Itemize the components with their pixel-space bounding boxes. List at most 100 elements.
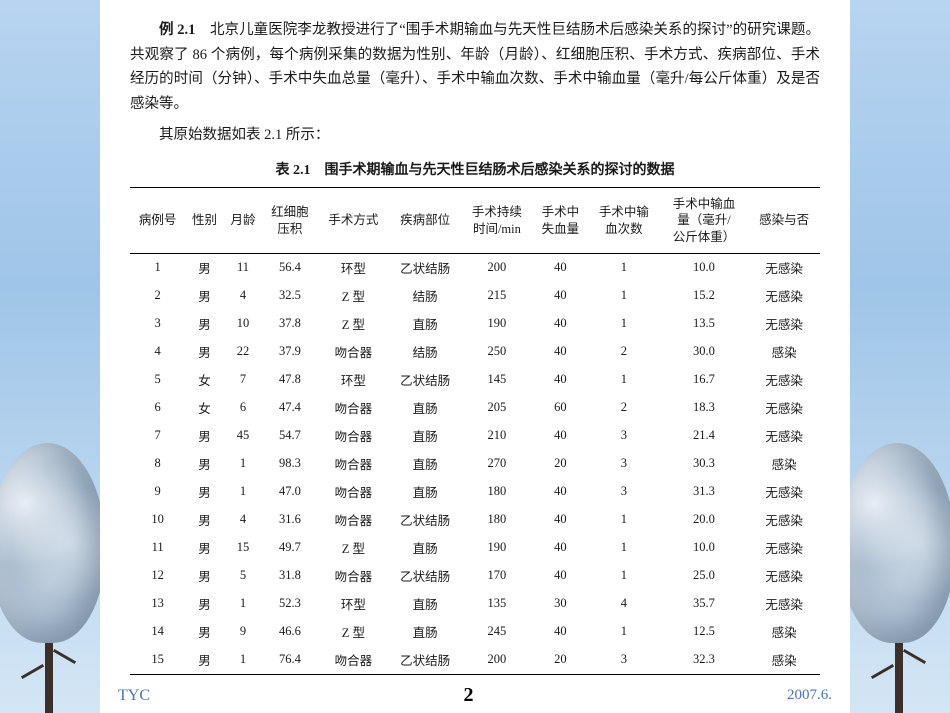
table-cell: 男: [185, 506, 224, 534]
table-cell: 30: [533, 590, 588, 618]
table-cell: 9: [224, 618, 263, 646]
table-cell: 直肠: [389, 590, 461, 618]
table-cell: Z 型: [317, 310, 389, 338]
table-cell: 56.4: [262, 253, 317, 282]
table-cell: 乙状结肠: [389, 506, 461, 534]
table-cell: 31.8: [262, 562, 317, 590]
table-cell: 210: [461, 422, 533, 450]
column-header: 月龄: [224, 188, 263, 254]
table-cell: 环型: [317, 366, 389, 394]
column-header: 手术中失血量: [533, 188, 588, 254]
table-cell: 2: [588, 338, 660, 366]
table-cell: 男: [185, 450, 224, 478]
table-cell: 3: [588, 450, 660, 478]
table-cell: 190: [461, 534, 533, 562]
table-cell: 男: [185, 310, 224, 338]
table-cell: 环型: [317, 253, 389, 282]
table-cell: 6: [130, 394, 185, 422]
table-cell: 49.7: [262, 534, 317, 562]
data-table: 病例号性别月龄红细胞压积手术方式疾病部位手术持续时间/min手术中失血量手术中输…: [130, 187, 820, 675]
table-cell: 13.5: [660, 310, 748, 338]
table-cell: 16.7: [660, 366, 748, 394]
table-cell: 25.0: [660, 562, 748, 590]
table-cell: 98.3: [262, 450, 317, 478]
table-cell: 吻合器: [317, 338, 389, 366]
table-cell: 无感染: [748, 506, 820, 534]
table-row: 13男152.3环型直肠13530435.7无感染: [130, 590, 820, 618]
table-cell: 10: [224, 310, 263, 338]
table-cell: 结肠: [389, 282, 461, 310]
table-cell: 145: [461, 366, 533, 394]
table-cell: 215: [461, 282, 533, 310]
table-cell: 无感染: [748, 534, 820, 562]
table-cell: 40: [533, 618, 588, 646]
column-header: 手术中输血量（毫升/公斤体重）: [660, 188, 748, 254]
table-cell: 7: [224, 366, 263, 394]
table-cell: 22: [224, 338, 263, 366]
table-cell: 250: [461, 338, 533, 366]
table-cell: 6: [224, 394, 263, 422]
table-cell: 45: [224, 422, 263, 450]
paragraph-example: 例 2.1 北京儿童医院李龙教授进行了“围手术期输血与先天性巨结肠术后感染关系的…: [130, 18, 820, 117]
table-cell: 乙状结肠: [389, 253, 461, 282]
table-cell: 直肠: [389, 478, 461, 506]
table-cell: 5: [224, 562, 263, 590]
table-cell: 无感染: [748, 394, 820, 422]
table-cell: 3: [588, 646, 660, 675]
table-cell: 1: [588, 534, 660, 562]
table-cell: 无感染: [748, 366, 820, 394]
table-row: 5女747.8环型乙状结肠14540116.7无感染: [130, 366, 820, 394]
table-cell: 吻合器: [317, 394, 389, 422]
table-cell: 12.5: [660, 618, 748, 646]
table-cell: Z 型: [317, 282, 389, 310]
table-cell: 11: [224, 253, 263, 282]
table-cell: 男: [185, 478, 224, 506]
table-cell: 2: [588, 394, 660, 422]
table-cell: 245: [461, 618, 533, 646]
table-row: 3男1037.8Z 型直肠19040113.5无感染: [130, 310, 820, 338]
table-cell: 30.3: [660, 450, 748, 478]
table-cell: 感染: [748, 338, 820, 366]
table-cell: 170: [461, 562, 533, 590]
table-cell: 14: [130, 618, 185, 646]
table-cell: 12: [130, 562, 185, 590]
table-header: 病例号性别月龄红细胞压积手术方式疾病部位手术持续时间/min手术中失血量手术中输…: [130, 188, 820, 254]
table-cell: 8: [130, 450, 185, 478]
table-cell: 环型: [317, 590, 389, 618]
footer-date: 2007.6.: [787, 688, 832, 703]
table-cell: 吻合器: [317, 562, 389, 590]
table-cell: 60: [533, 394, 588, 422]
table-cell: 男: [185, 282, 224, 310]
table-cell: 20.0: [660, 506, 748, 534]
table-cell: 270: [461, 450, 533, 478]
table-cell: 40: [533, 562, 588, 590]
table-cell: 54.7: [262, 422, 317, 450]
table-cell: 直肠: [389, 618, 461, 646]
table-cell: 46.6: [262, 618, 317, 646]
table-cell: 190: [461, 310, 533, 338]
table-cell: 11: [130, 534, 185, 562]
table-cell: 吻合器: [317, 646, 389, 675]
table-cell: 无感染: [748, 422, 820, 450]
table-cell: 40: [533, 506, 588, 534]
table-cell: 直肠: [389, 534, 461, 562]
table-cell: 1: [588, 253, 660, 282]
table-cell: 15.2: [660, 282, 748, 310]
table-cell: 200: [461, 646, 533, 675]
table-cell: 40: [533, 253, 588, 282]
table-cell: 男: [185, 422, 224, 450]
table-cell: 男: [185, 338, 224, 366]
table-cell: 1: [588, 506, 660, 534]
winter-tree-left: [0, 433, 100, 713]
table-cell: 男: [185, 253, 224, 282]
table-cell: 1: [130, 253, 185, 282]
table-cell: 47.4: [262, 394, 317, 422]
table-cell: 32.3: [660, 646, 748, 675]
document-page: 例 2.1 北京儿童医院李龙教授进行了“围手术期输血与先天性巨结肠术后感染关系的…: [100, 0, 850, 713]
table-cell: 吻合器: [317, 422, 389, 450]
table-cell: 3: [588, 478, 660, 506]
table-cell: 吻合器: [317, 506, 389, 534]
table-cell: 男: [185, 618, 224, 646]
table-cell: 18.3: [660, 394, 748, 422]
paragraph-1-text: 北京儿童医院李龙教授进行了“围手术期输血与先天性巨结肠术后感染关系的探讨”的研究…: [130, 22, 820, 112]
